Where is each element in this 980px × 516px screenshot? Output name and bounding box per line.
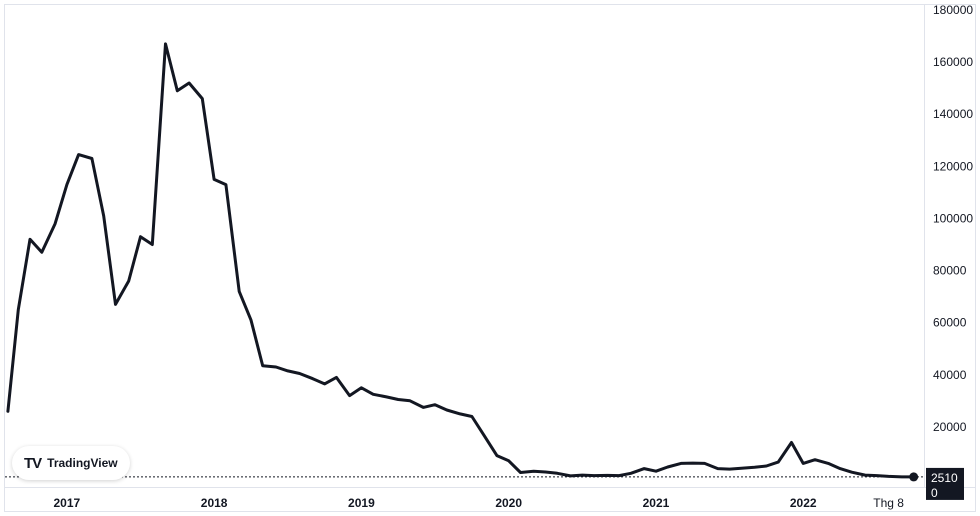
- tradingview-logo[interactable]: TV TradingView: [12, 446, 130, 480]
- y-tick-label: 180000: [933, 3, 973, 17]
- last-price-label: 2510 0: [926, 467, 964, 500]
- x-tick-label: 2020: [495, 496, 522, 510]
- y-tick-label: 100000: [933, 211, 973, 225]
- x-tick-label: 2018: [201, 496, 228, 510]
- last-price-label-line2: 0: [931, 486, 938, 500]
- tradingview-logo-wordmark: TradingView: [47, 456, 118, 470]
- y-tick-label: 160000: [933, 55, 973, 69]
- y-tick-label: 120000: [933, 159, 973, 173]
- x-tick-label: 2022: [790, 496, 817, 510]
- x-tick-label: 2017: [54, 496, 81, 510]
- y-tick-label: 60000: [933, 316, 967, 330]
- last-price-label-bg: [926, 467, 964, 500]
- last-price-label-line1: 2510: [931, 471, 958, 485]
- x-tick-label: 2021: [643, 496, 670, 510]
- x-tick-label: Thg 8: [873, 496, 904, 510]
- tradingview-logo-icon: TV: [24, 454, 42, 472]
- y-tick-label: 140000: [933, 107, 973, 121]
- x-axis-ticks: 2017 2018 2019 2020 2021 2022 Thg 8: [54, 496, 905, 510]
- last-point-marker: [909, 472, 919, 482]
- y-tick-label: 20000: [933, 420, 967, 434]
- series-line: [6, 42, 916, 479]
- y-axis-ticks: 20000 40000 60000 80000 100000 120000 140000 16…: [933, 3, 973, 434]
- y-tick-label: 80000: [933, 264, 967, 278]
- chart-border: [4, 4, 976, 512]
- y-tick-label: 40000: [933, 368, 967, 382]
- x-tick-label: 2019: [348, 496, 375, 510]
